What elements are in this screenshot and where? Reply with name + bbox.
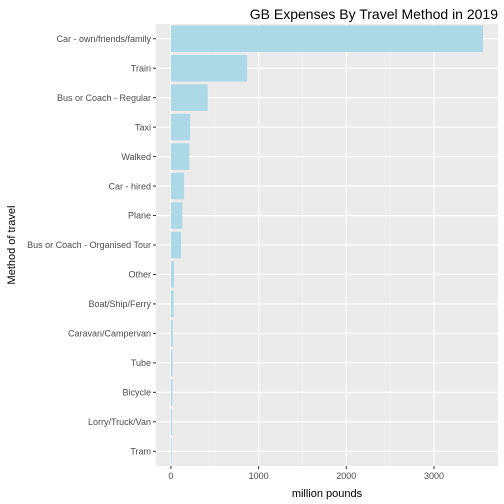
bar-7 bbox=[170, 231, 181, 259]
y-tick-label: Other bbox=[128, 270, 151, 280]
y-axis-title: Method of travel bbox=[6, 206, 18, 285]
chart-title: GB Expenses By Travel Method in 2019 bbox=[250, 6, 498, 22]
x-tick-label: 0 bbox=[168, 471, 173, 481]
bar-13 bbox=[170, 408, 172, 436]
bar-0 bbox=[170, 25, 484, 52]
y-tick-label: Lorry/Truck/Van bbox=[88, 417, 151, 427]
y-tick-label: Boat/Ship/Ferry bbox=[88, 299, 151, 309]
y-tick-label: Tram bbox=[130, 446, 151, 456]
bar-2 bbox=[170, 84, 208, 111]
bar-12 bbox=[170, 379, 173, 406]
x-tick-label: 2000 bbox=[336, 471, 356, 481]
y-tick-label: Car - hired bbox=[108, 181, 151, 191]
y-tick-label: Car - own/friends/family bbox=[56, 34, 151, 44]
y-tick-label: Bicycle bbox=[122, 388, 151, 398]
bar-14 bbox=[170, 438, 172, 465]
y-tick-label: Walked bbox=[121, 152, 151, 162]
bar-10 bbox=[170, 320, 173, 347]
bars bbox=[170, 25, 484, 465]
bar-3 bbox=[170, 113, 191, 141]
y-tick-label: Tube bbox=[131, 358, 151, 368]
y-tick-label: Bus or Coach - Regular bbox=[57, 93, 151, 103]
bar-8 bbox=[170, 261, 174, 288]
bar-11 bbox=[170, 349, 173, 377]
y-tick-label: Plane bbox=[128, 211, 151, 221]
bar-1 bbox=[170, 54, 248, 82]
bar-5 bbox=[170, 172, 185, 200]
bar-9 bbox=[170, 290, 174, 318]
y-tick-label: Taxi bbox=[135, 122, 151, 132]
y-tick-label: Train bbox=[131, 63, 151, 73]
x-axis-ticks: 0 1000 2000 3000 bbox=[168, 466, 444, 481]
y-tick-label: Bus or Coach - Organised Tour bbox=[27, 240, 151, 250]
x-tick-label: 1000 bbox=[249, 471, 269, 481]
x-axis-title: million pounds bbox=[292, 488, 363, 500]
bar-6 bbox=[170, 202, 183, 229]
y-tick-label: Caravan/Campervan bbox=[68, 329, 151, 339]
bar-4 bbox=[170, 143, 190, 170]
x-tick-label: 3000 bbox=[424, 471, 444, 481]
y-axis-ticks: Car - own/friends/family Train Bus or Coac… bbox=[27, 34, 156, 456]
